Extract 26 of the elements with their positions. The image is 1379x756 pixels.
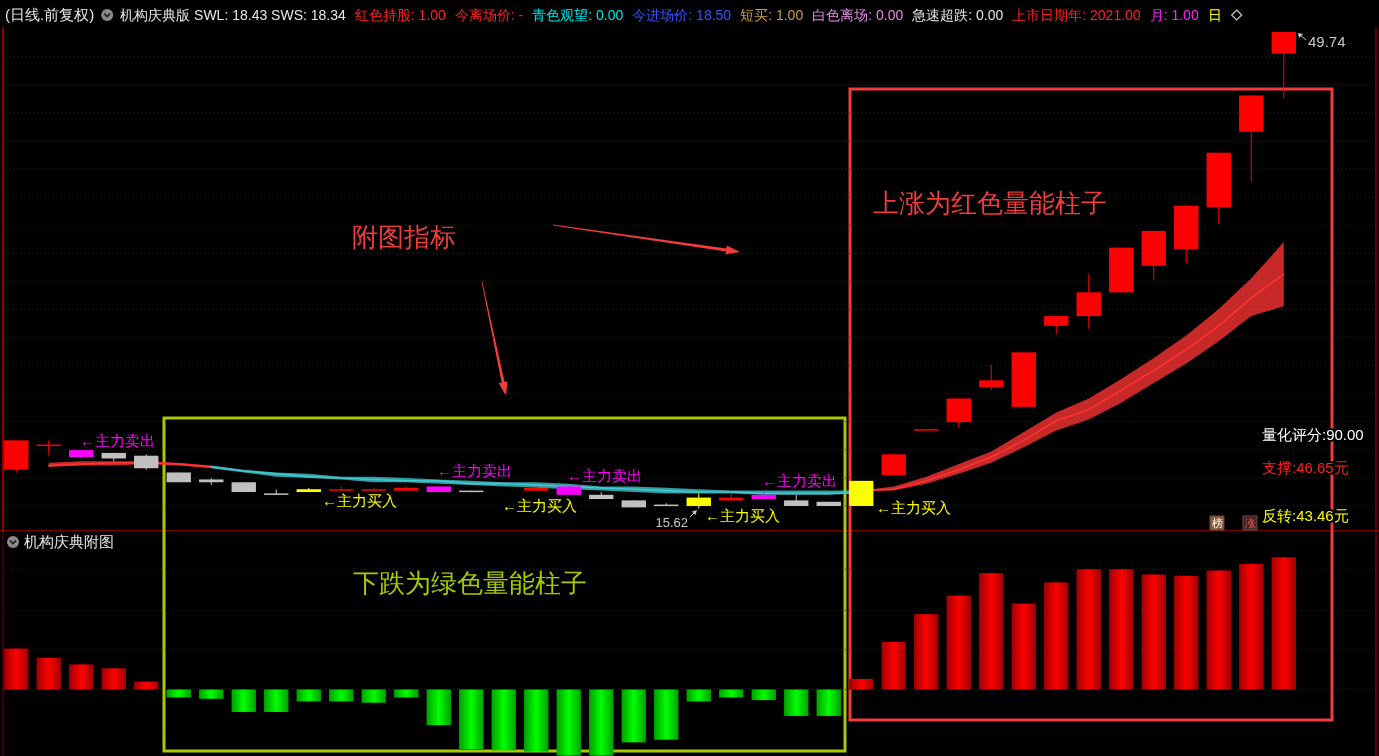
text: 49.74 <box>1308 33 1346 50</box>
chart-title: (日线.前复权) <box>5 6 95 23</box>
annotation: ←主力卖出 <box>437 462 512 479</box>
annotation: ←主力买入 <box>705 507 780 524</box>
annotation: 下跌为绿色量能柱子 <box>353 568 587 598</box>
text: 今进场价: 18.50 <box>632 7 732 23</box>
text: 上市日期年: 2021.00 <box>1012 7 1141 23</box>
text: 日 <box>1207 7 1222 23</box>
annotation: 上涨为红色量能柱子 <box>873 188 1107 218</box>
annotation: 15.62 <box>655 515 688 530</box>
annotation: ←主力买入 <box>322 492 397 509</box>
annotation: ←主力买入 <box>502 497 577 514</box>
annotation: ←主力卖出 <box>80 432 155 449</box>
annotation: 附图指标 <box>352 222 456 252</box>
text: 短买: 1.00 <box>740 7 804 23</box>
text: 白色离场: 0.00 <box>812 7 904 23</box>
text: 月: 1.00 <box>1149 7 1199 23</box>
chart-title: 机构庆典附图 <box>24 533 114 550</box>
text: 急速超跌: 0.00 <box>911 7 1004 23</box>
text: 机构庆典版 SWL: 18.43 SWS: 18.34 <box>120 7 347 23</box>
text: 青色观望: 0.00 <box>532 7 624 23</box>
annotation: ←主力卖出 <box>762 472 837 489</box>
text: 今离场价: - <box>454 7 524 23</box>
annotation: ←主力买入 <box>876 499 951 516</box>
annotation: ←主力卖出 <box>567 467 642 484</box>
text: 红色持股: 1.00 <box>354 7 447 23</box>
